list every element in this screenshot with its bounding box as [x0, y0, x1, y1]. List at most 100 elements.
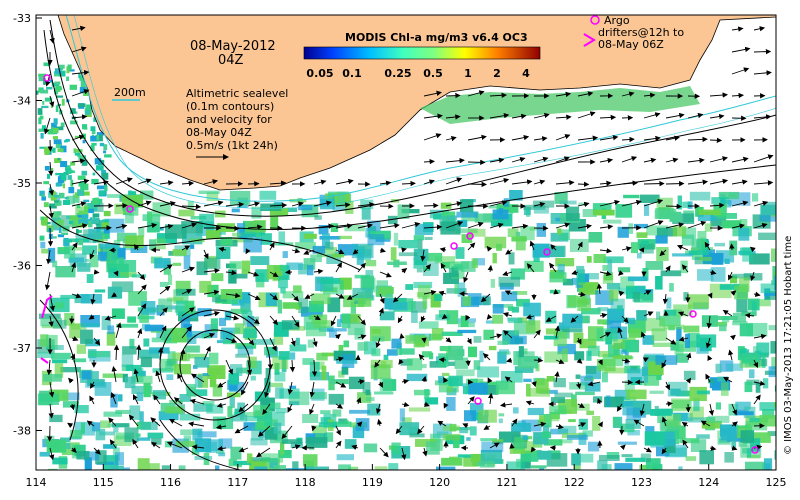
chlorophyll-pixel — [86, 274, 94, 283]
chlorophyll-pixel — [360, 199, 374, 210]
colorbar-gradient — [303, 46, 541, 60]
chlorophyll-pixel — [57, 234, 65, 238]
chlorophyll-pixel — [270, 216, 279, 230]
chlorophyll-pixel — [220, 237, 233, 246]
chlorophyll-pixel — [656, 311, 661, 320]
chlorophyll-pixel — [331, 253, 344, 258]
chlorophyll-pixel — [354, 274, 371, 279]
chlorophyll-pixel — [697, 231, 707, 245]
chlorophyll-pixel — [338, 418, 348, 425]
velocity-arrow — [291, 293, 300, 302]
chlorophyll-pixel — [289, 385, 297, 389]
velocity-arrow — [661, 416, 667, 427]
velocity-arrow — [597, 397, 603, 405]
velocity-arrow — [215, 424, 227, 430]
velocity-arrow — [357, 379, 366, 385]
chlorophyll-pixel — [603, 256, 624, 264]
chlorophyll-pixel — [227, 379, 238, 390]
chlorophyll-pixel — [320, 417, 331, 425]
chlorophyll-pixel — [363, 443, 378, 453]
chlorophyll-pixel — [102, 231, 110, 239]
chlorophyll-pixel — [37, 108, 43, 115]
velocity-arrow — [467, 221, 484, 229]
velocity-arrow — [111, 292, 118, 298]
velocity-arrow — [46, 359, 52, 376]
chlorophyll-pixel — [408, 407, 431, 412]
chlorophyll-pixel — [565, 206, 580, 221]
chlorophyll-pixel — [350, 301, 356, 314]
chlorophyll-pixel — [46, 334, 58, 350]
chlorophyll-pixel — [736, 298, 748, 313]
velocity-arrow — [137, 271, 146, 281]
velocity-arrow — [246, 359, 253, 376]
chlorophyll-pixel — [59, 109, 63, 115]
chlorophyll-pixel — [524, 260, 544, 272]
velocity-arrow — [71, 293, 82, 299]
y-tick-label: -35 — [13, 177, 31, 190]
chlorophyll-pixel — [41, 125, 46, 131]
velocity-arrow — [445, 114, 461, 120]
chlorophyll-pixel — [53, 139, 62, 145]
chlorophyll-pixel — [66, 195, 75, 205]
chlorophyll-pixel — [573, 453, 594, 463]
chlorophyll-pixel — [54, 81, 61, 85]
chlorophyll-pixel — [621, 454, 633, 458]
chlorophyll-pixel — [107, 325, 115, 335]
chlorophyll-pixel — [201, 333, 211, 339]
chlorophyll-pixel — [43, 202, 49, 208]
chlorophyll-pixel — [456, 228, 478, 234]
chlorophyll-pixel — [413, 281, 433, 289]
chlorophyll-pixel — [437, 431, 449, 436]
chlorophyll-pixel — [767, 431, 776, 436]
chlorophyll-pixel — [58, 70, 66, 77]
velocity-arrow — [335, 403, 344, 409]
chlorophyll-pixel — [75, 206, 89, 218]
chlorophyll-pixel — [40, 216, 44, 221]
colorbar-tick-label: 4 — [522, 67, 530, 80]
velocity-arrow — [511, 418, 518, 427]
chlorophyll-pixel — [199, 280, 212, 293]
chlorophyll-pixel — [433, 294, 443, 301]
velocity-arrow — [554, 371, 560, 383]
chlorophyll-pixel — [229, 261, 242, 270]
chlorophyll-pixel — [88, 208, 94, 214]
velocity-arrow — [619, 444, 626, 451]
velocity-arrow — [401, 180, 416, 187]
chlorophyll-pixel — [151, 438, 162, 445]
chlorophyll-pixel — [197, 373, 209, 388]
chlorophyll-pixel — [57, 247, 70, 255]
velocity-arrow — [203, 289, 220, 296]
velocity-arrow — [401, 222, 421, 229]
chlorophyll-pixel — [338, 464, 351, 470]
chlorophyll-pixel — [235, 353, 248, 358]
chlorophyll-pixel — [426, 252, 443, 262]
velocity-arrow — [555, 156, 570, 163]
chlorophyll-pixel — [470, 453, 485, 462]
velocity-arrow — [159, 223, 174, 230]
chlorophyll-pixel — [471, 258, 478, 268]
velocity-arrow — [346, 293, 359, 300]
chlorophyll-pixel — [187, 200, 194, 209]
chlorophyll-pixel — [603, 219, 622, 224]
chlorophyll-pixel — [161, 465, 171, 470]
chlorophyll-pixel — [522, 435, 529, 440]
velocity-arrow — [48, 403, 54, 419]
velocity-arrow — [401, 268, 408, 274]
chlorophyll-pixel — [741, 353, 760, 364]
velocity-arrow — [465, 314, 471, 321]
chlorophyll-pixel — [132, 368, 144, 383]
velocity-arrow — [509, 443, 515, 449]
chlorophyll-pixel — [101, 316, 111, 330]
velocity-arrow — [71, 447, 77, 453]
chlorophyll-pixel — [49, 203, 57, 209]
chlorophyll-pixel — [771, 280, 776, 285]
chlorophyll-pixel — [295, 242, 316, 250]
chlorophyll-pixel — [74, 135, 82, 138]
chlorophyll-pixel — [559, 468, 573, 470]
velocity-arrow — [709, 269, 717, 275]
chlorophyll-pixel — [44, 97, 53, 102]
chlorophyll-pixel — [307, 339, 314, 348]
chlorophyll-pixel — [721, 220, 742, 229]
chlorophyll-pixel — [53, 194, 61, 198]
velocity-arrow — [621, 180, 638, 186]
